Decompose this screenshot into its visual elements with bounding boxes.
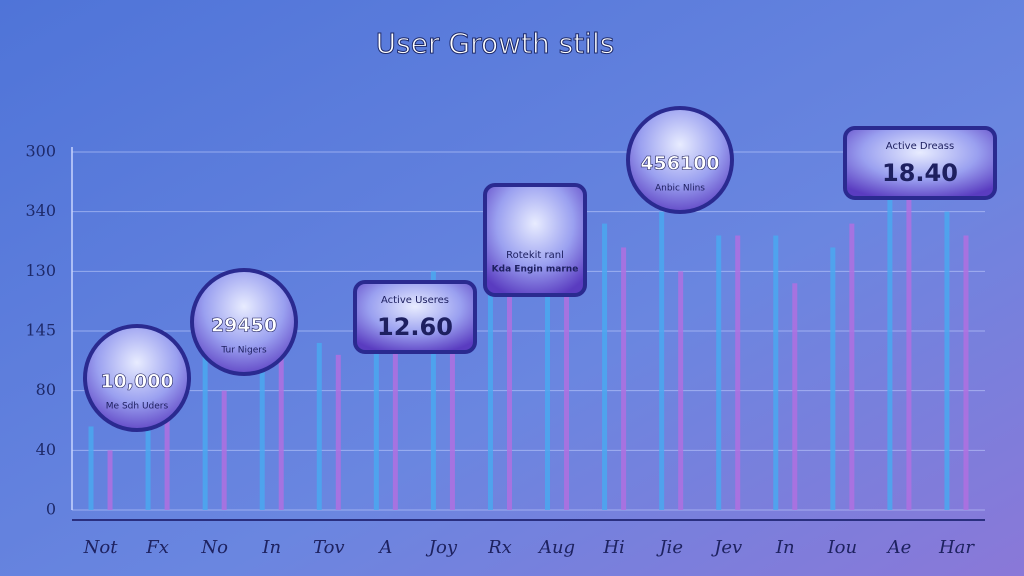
y-tick-label: 80 (36, 380, 56, 399)
bar (545, 259, 551, 510)
x-tick-label: In (261, 537, 281, 558)
x-tick-label: Fx (145, 537, 169, 558)
x-tick-label: Joy (425, 537, 458, 558)
y-tick-label: 130 (25, 261, 56, 280)
callout-text: Tur Nigers (220, 346, 267, 356)
x-tick-label: Tov (313, 537, 345, 558)
callout: 10,000 Me Sdh Uders (83, 324, 191, 432)
x-tick-label: Ae (886, 537, 912, 558)
y-tick-label: 300 (25, 142, 56, 161)
callout-text: Rotekit ranl (506, 250, 564, 261)
callout: 29450 Tur Nigers (190, 268, 298, 376)
callout: Active Useres 12.60 (353, 280, 477, 354)
x-tick-label: Aug (537, 537, 575, 558)
x-tick-label: Rx (487, 537, 512, 558)
x-tick-label: Hi (602, 537, 624, 558)
bar (487, 283, 493, 510)
x-tick-label: Iou (827, 537, 858, 558)
bar (830, 247, 836, 510)
bar (164, 414, 170, 510)
bar (849, 223, 855, 510)
x-tick-label: Jev (710, 537, 742, 558)
callout-badge (190, 268, 298, 376)
callout-value: 18.40 (882, 159, 958, 187)
bar (430, 271, 436, 510)
bar (602, 223, 608, 510)
callout-value: 10,000 (100, 371, 173, 393)
callout-value: 12.60 (377, 313, 453, 341)
bar (278, 319, 284, 510)
bar (316, 342, 322, 510)
callout-badge (626, 106, 734, 214)
callout-text: Active Useres (381, 295, 449, 306)
y-tick-label: 0 (46, 500, 56, 519)
bar (373, 295, 379, 510)
callout-box (353, 280, 477, 354)
bar (202, 331, 208, 510)
bar (773, 235, 779, 511)
bar (145, 378, 151, 510)
x-tick-label: In (775, 537, 795, 558)
bar (906, 187, 912, 511)
callout-text: Me Sdh Uders (106, 402, 169, 412)
callout: Active Dreass 18.40 (843, 126, 997, 200)
callout-value: Kda Engin marne (492, 265, 579, 275)
bar (221, 390, 227, 510)
bar (735, 235, 741, 511)
bar (659, 211, 665, 510)
callout: 456100 Anbic Nlins (626, 106, 734, 214)
x-tick-label: Not (83, 537, 119, 558)
callout-box (483, 183, 587, 297)
bar (88, 426, 94, 510)
bar (887, 199, 893, 510)
bar (335, 354, 341, 510)
bar (564, 283, 570, 510)
bar (449, 307, 455, 510)
x-tick-label: A (377, 537, 392, 558)
callout-box (843, 126, 997, 200)
bar (944, 211, 950, 510)
y-tick-label: 40 (36, 440, 56, 459)
bar (506, 271, 512, 510)
bar (678, 271, 684, 510)
y-tick-label: 340 (25, 201, 56, 220)
x-tick-label: Har (938, 537, 975, 558)
callout-value: 29450 (211, 315, 277, 337)
chart-title: User Growth stils (376, 27, 615, 60)
bar (716, 235, 722, 511)
bar (792, 283, 798, 510)
bar (392, 331, 398, 510)
bar (963, 235, 969, 511)
callout-badge (83, 324, 191, 432)
x-tick-label: No (200, 537, 228, 558)
y-tick-label: 145 (25, 321, 56, 340)
callout-text: Active Dreass (886, 141, 954, 152)
bar (259, 307, 265, 510)
callout-text: Anbic Nlins (655, 184, 705, 194)
bar (621, 247, 627, 510)
callout: Rotekit ranl Kda Engin marne (483, 183, 587, 297)
callout-value: 456100 (640, 153, 719, 175)
x-tick-label: Jie (655, 537, 683, 558)
bar (107, 450, 113, 510)
